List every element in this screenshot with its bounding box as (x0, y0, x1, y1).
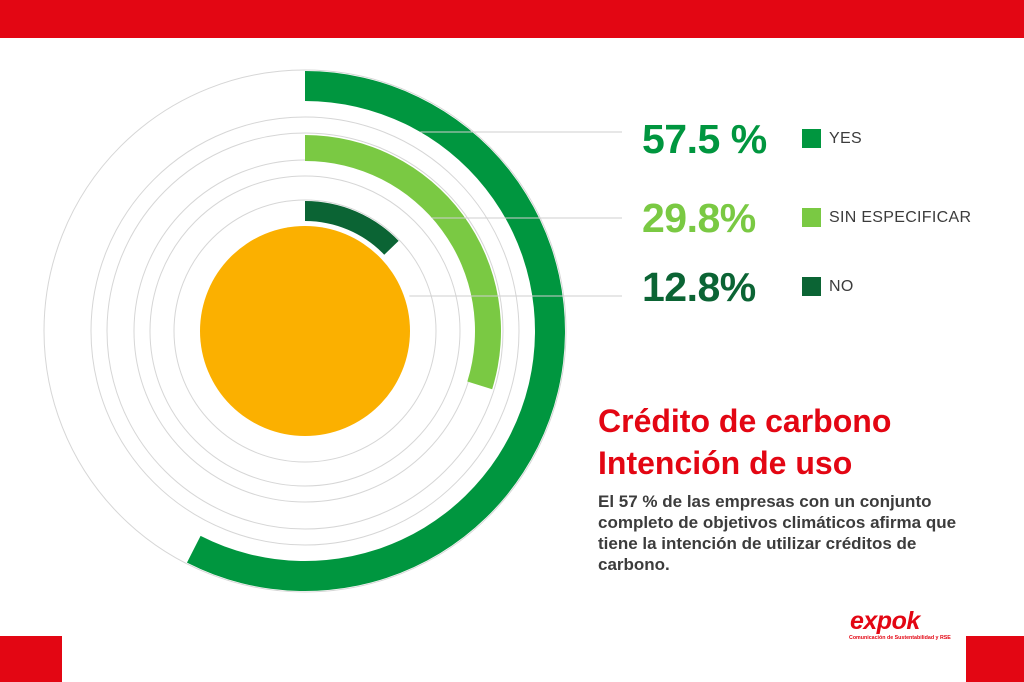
brand-logo[interactable]: expok Comunicación de Sustentabilidad y … (840, 608, 960, 644)
guide-circle-5 (173, 199, 437, 463)
guide-circle-2 (106, 132, 504, 530)
chart-title: Crédito de carbono Intención de uso (598, 400, 998, 484)
legend-swatch-yes (802, 129, 821, 148)
corner-accent-right (966, 636, 1024, 682)
title-line-1: Crédito de carbono (598, 403, 892, 439)
top-red-bar (0, 0, 1024, 38)
guide-circle-0 (43, 69, 567, 593)
guide-circle-4 (149, 175, 461, 487)
chart-connector-lines (409, 131, 622, 297)
legend-swatch-no (802, 277, 821, 296)
legend-swatch-sin-especificar (802, 208, 821, 227)
value-label-yes: 57.5 % (642, 116, 767, 162)
chart-bars (186, 71, 565, 591)
brand-tagline: Comunicación de Sustentabilidad y RSE (849, 635, 951, 641)
legend-label-yes: YES (829, 130, 862, 147)
value-label-no: 12.8% (642, 264, 756, 310)
guide-circle-1 (90, 116, 520, 546)
legend-label-no: NO (829, 278, 854, 295)
chart-description: El 57 % de las empresas con un conjunto … (598, 492, 957, 574)
bar-no (305, 201, 399, 255)
value-label-sin-especificar: 29.8% (642, 195, 756, 241)
center-disc (200, 226, 410, 436)
bar-sin (305, 135, 501, 390)
brand-wordmark: expok (850, 607, 920, 635)
legend-label-sin-especificar: SIN ESPECIFICAR (829, 209, 972, 226)
title-line-2: Intención de uso (598, 445, 853, 481)
corner-accent-left (0, 636, 62, 682)
